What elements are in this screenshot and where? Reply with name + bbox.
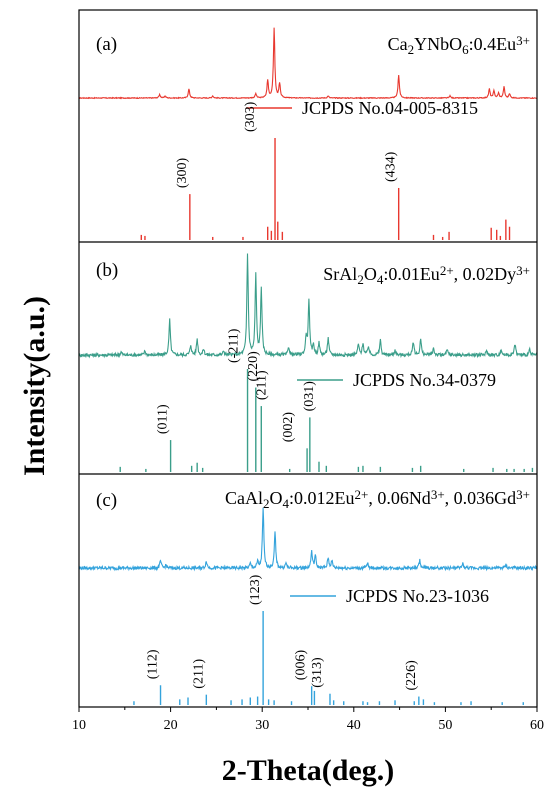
hkl-label: (112): [146, 649, 161, 679]
hkl-label: (011): [156, 404, 171, 434]
panel-a: (a) Ca2YNbO6:0.4Eu3+ JCPDS No.04-005-8315 (…: [79, 27, 538, 240]
x-axis-title: 2-Theta(deg.): [222, 754, 394, 787]
legend-label: JCPDS No.04-005-8315: [302, 98, 478, 118]
hkl-label: (226): [404, 660, 419, 691]
y-axis-title: Intensity(a.u.): [18, 296, 51, 476]
hkl-label: (300): [175, 157, 190, 188]
hkl-label: (002): [281, 412, 296, 443]
hkl-label: (303): [243, 101, 258, 132]
panel-letter: (b): [96, 260, 118, 281]
hkl-label: (123): [248, 574, 263, 605]
hkl-label: (211): [191, 659, 206, 689]
x-tick-label: 40: [347, 718, 361, 733]
sample-formula: SrAl2O4:0.01Eu2+, 0.02Dy3+: [323, 263, 530, 287]
hkl-label: (313): [310, 657, 325, 688]
sample-pattern: [78, 507, 538, 572]
sample-pattern: [78, 253, 538, 359]
panel-c: (c) CaAl2O4:0.012Eu2+, 0.06Nd3+, 0.036Gd3…: [78, 487, 538, 705]
hkl-label: (434): [384, 151, 399, 182]
hkl-label: (211): [254, 370, 269, 400]
hkl-label: (-211): [227, 328, 242, 363]
legend-label: JCPDS No.23-1036: [346, 586, 489, 606]
sample-formula: Ca2YNbO6:0.4Eu3+: [388, 33, 530, 57]
sample-pattern: [79, 27, 538, 100]
x-tick-label: 20: [164, 718, 178, 733]
hkl-label: (031): [302, 381, 317, 412]
panel-letter: (a): [96, 34, 117, 55]
panels-layer: (a) Ca2YNbO6:0.4Eu3+ JCPDS No.04-005-8315 (…: [78, 27, 538, 705]
legend-label: JCPDS No.34-0379: [353, 370, 496, 390]
x-tick-label: 60: [530, 718, 544, 733]
x-tick-label: 50: [438, 718, 452, 733]
panel-letter: (c): [96, 490, 117, 511]
x-tick-label: 30: [255, 718, 269, 733]
x-axis: 10 20 30 40 50 60: [72, 707, 544, 733]
x-tick-label: 10: [72, 718, 86, 733]
hkl-label: (220): [246, 351, 261, 382]
hkl-label: (006): [294, 650, 309, 681]
panel-b: (b) SrAl2O4:0.01Eu2+, 0.02Dy3+ JCPDS No.34…: [78, 253, 538, 472]
sample-formula: CaAl2O4:0.012Eu2+, 0.06Nd3+, 0.036Gd3+: [225, 487, 530, 511]
